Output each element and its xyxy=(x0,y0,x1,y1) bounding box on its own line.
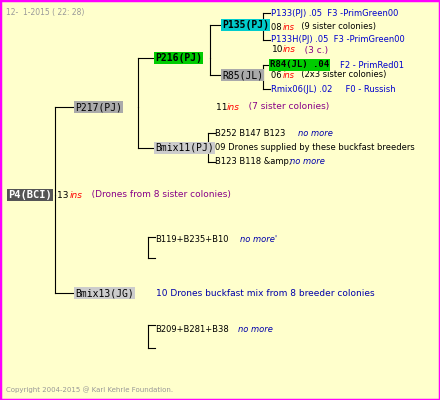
Text: 12-  1-2015 ( 22: 28): 12- 1-2015 ( 22: 28) xyxy=(6,8,84,17)
Text: no more: no more xyxy=(238,326,273,334)
Text: 13: 13 xyxy=(57,190,71,200)
Text: 10 Drones buckfast mix from 8 breeder colonies: 10 Drones buckfast mix from 8 breeder co… xyxy=(156,288,374,298)
Text: 10: 10 xyxy=(272,46,283,54)
Text: P133(PJ) .05  F3 -PrimGreen00: P133(PJ) .05 F3 -PrimGreen00 xyxy=(271,8,398,18)
Text: P135(PJ): P135(PJ) xyxy=(222,20,269,30)
Text: B119+B235+B10: B119+B235+B10 xyxy=(155,236,228,244)
Text: ins: ins xyxy=(283,22,295,32)
Text: P133H(PJ) .05  F3 -PrimGreen00: P133H(PJ) .05 F3 -PrimGreen00 xyxy=(271,36,405,44)
Text: P217(PJ): P217(PJ) xyxy=(75,102,122,112)
Text: F2 - PrimRed01: F2 - PrimRed01 xyxy=(340,60,404,70)
Text: (Drones from 8 sister colonies): (Drones from 8 sister colonies) xyxy=(83,190,231,200)
Text: (7 sister colonies): (7 sister colonies) xyxy=(240,102,329,112)
Text: Copyright 2004-2015 @ Karl Kehrle Foundation.: Copyright 2004-2015 @ Karl Kehrle Founda… xyxy=(6,386,173,393)
Text: 06: 06 xyxy=(271,70,284,80)
Text: (2x3 sister colonies): (2x3 sister colonies) xyxy=(296,70,386,80)
Text: R85(JL): R85(JL) xyxy=(222,70,263,80)
Text: P4(BCI): P4(BCI) xyxy=(8,190,52,200)
Text: Rmix06(JL) .02     F0 - Russish: Rmix06(JL) .02 F0 - Russish xyxy=(271,84,396,94)
Text: Bmix11(PJ): Bmix11(PJ) xyxy=(155,143,214,153)
Text: no more: no more xyxy=(290,158,325,166)
Text: ins: ins xyxy=(283,70,295,80)
Text: no more': no more' xyxy=(240,236,277,244)
Text: P216(PJ): P216(PJ) xyxy=(155,53,202,63)
Text: 09 Drones supplied by these buckfast breeders: 09 Drones supplied by these buckfast bre… xyxy=(215,144,415,152)
Text: ins: ins xyxy=(70,190,83,200)
Text: no more: no more xyxy=(298,128,333,138)
Text: ins: ins xyxy=(283,46,296,54)
Text: (9 sister colonies): (9 sister colonies) xyxy=(296,22,376,32)
Text: 11: 11 xyxy=(216,102,231,112)
Text: Bmix13(JG): Bmix13(JG) xyxy=(75,288,134,298)
Text: B209+B281+B38: B209+B281+B38 xyxy=(155,326,229,334)
Text: (3 c.): (3 c.) xyxy=(296,46,328,54)
Text: 08: 08 xyxy=(271,22,284,32)
Text: R84(JL) .04: R84(JL) .04 xyxy=(270,60,329,70)
Text: B252 B147 B123: B252 B147 B123 xyxy=(215,128,288,138)
Text: ins: ins xyxy=(227,102,240,112)
Text: B123 B118 &amp;: B123 B118 &amp; xyxy=(215,158,292,166)
